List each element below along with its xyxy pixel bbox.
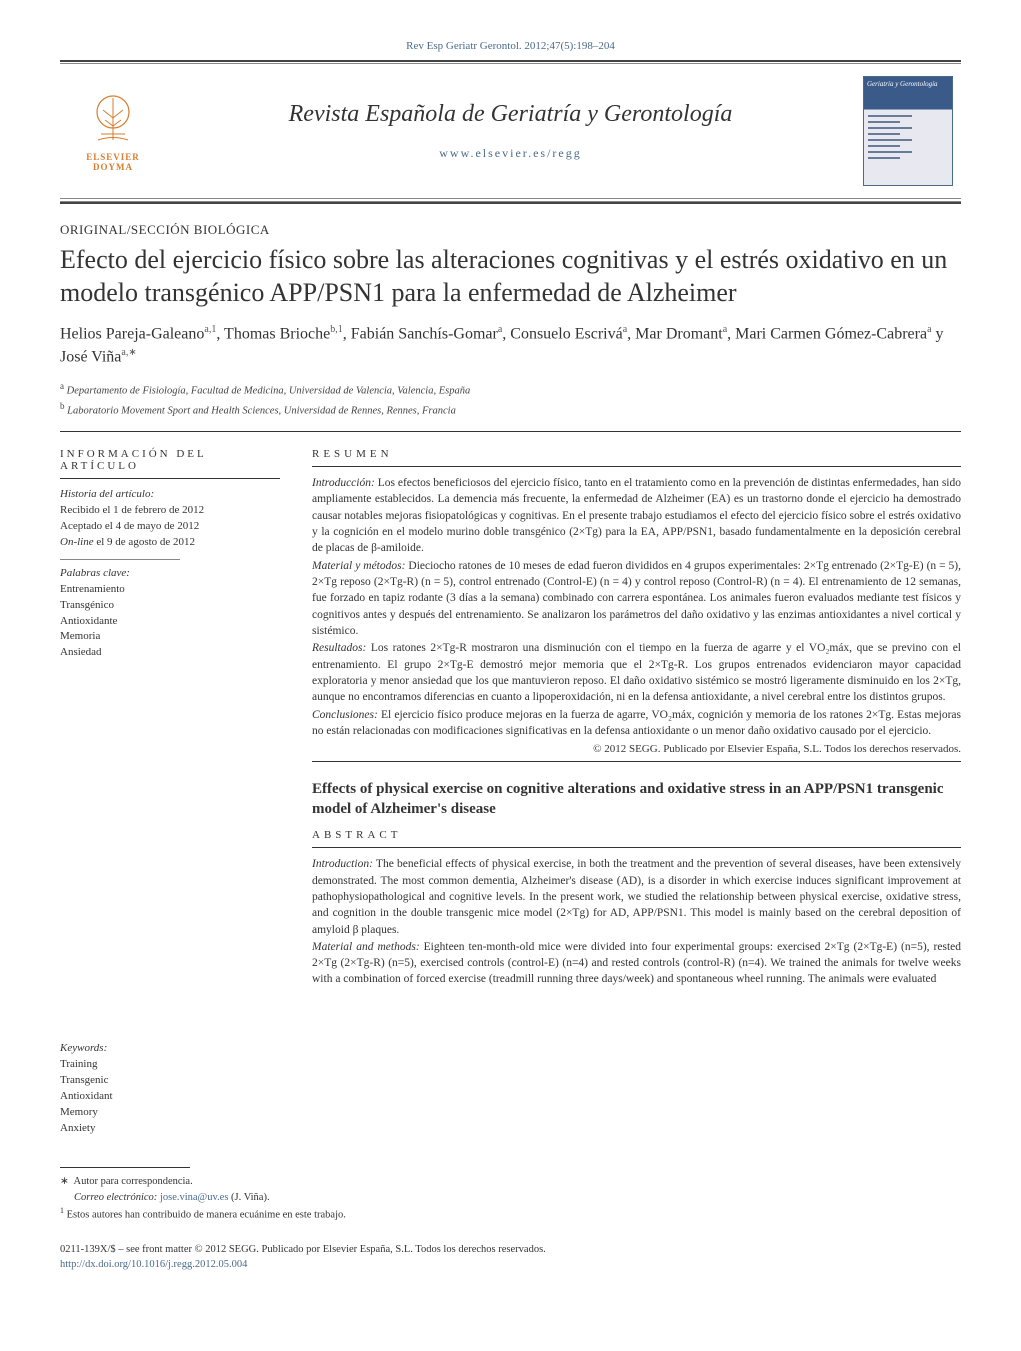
footnote-rule [60,1167,190,1168]
history-received: Recibido el 1 de febrero de 2012 [60,503,280,519]
abstract-en-heading: abstract [312,829,961,841]
kw-en-item: Training [60,1057,280,1073]
header-citation: Rev Esp Geriatr Gerontol. 2012;47(5):198… [60,40,961,52]
email-name: (J. Viña). [231,1192,270,1203]
resumen-intro: Los efectos beneficiosos del ejercicio f… [312,477,961,554]
resumen-conclusions-label: Conclusiones: [312,709,378,721]
cover-thumbnail: Geriatría y Gerontología [863,76,953,186]
abstract-en-title: Effects of physical exercise on cognitiv… [312,780,961,819]
article-history: Historia del artículo: Recibido el 1 de … [60,487,280,551]
kw-es-item: Transgénico [60,598,280,614]
journal-title: Revista Española de Geriatría y Gerontol… [158,101,863,128]
kw-en-label: Keywords: [60,1041,280,1057]
resumen-heading: resumen [312,448,961,460]
resumen-methods-label: Material y métodos: [312,560,405,572]
abstract-en-rule [312,847,961,848]
footnote-email: Correo electrónico: jose.vina@uv.es (J. … [60,1190,961,1206]
footnotes: ∗ Autor para correspondencia. Correo ele… [60,1174,961,1224]
kw-en-item: Transgenic [60,1073,280,1089]
resumen-body: Introducción: Los efectos beneficiosos d… [312,475,961,739]
abs-en-intro: The beneficial effects of physical exerc… [312,858,961,935]
main-rule [60,431,961,432]
article-type: ORIGINAL/SECCIÓN BIOLÓGICA [60,222,961,238]
resumen-intro-label: Introducción: [312,477,375,489]
keywords-es: Palabras clave: EntrenamientoTransgénico… [60,566,280,662]
elsevier-tree-icon [83,90,143,150]
corresp-marker: ∗ [60,1176,69,1187]
kw-es-item: Ansiedad [60,645,280,661]
corresp-text: Autor para correspondencia. [73,1176,192,1187]
authors-line: Helios Pareja-Galeanoa,1, Thomas Brioche… [60,323,961,368]
kw-es-item: Entrenamiento [60,582,280,598]
resumen-copyright: © 2012 SEGG. Publicado por Elsevier Espa… [312,743,961,755]
left-column: información del artículo Historia del ar… [60,448,280,1137]
abs-en-methods-label: Material and methods: [312,941,420,953]
header-rule [60,201,961,204]
cover-thumb-title: Geriatría y Gerontología [864,77,952,91]
history-accepted: Aceptado el 4 de mayo de 2012 [60,519,280,535]
right-column: resumen Introducción: Los efectos benefi… [312,448,961,1137]
keywords-en: Keywords: TrainingTransgenicAntioxidantM… [60,1041,280,1137]
kw-es-item: Memoria [60,629,280,645]
kw-rule-1 [60,559,180,560]
abstract-en-body: Introduction: The beneficial effects of … [312,856,961,988]
email-label: Correo electrónico: [74,1192,157,1203]
article-title: Efecto del ejercicio físico sobre las al… [60,244,961,309]
history-online: On-line el 9 de agosto de 2012 [60,535,280,551]
doi-link[interactable]: http://dx.doi.org/10.1016/j.regg.2012.05… [60,1259,247,1270]
journal-header: ELSEVIER DOYMA Revista Española de Geria… [60,60,961,199]
resumen-rule [312,466,961,467]
equal-text: Estos autores han contribuido de manera … [67,1210,346,1221]
kw-en-item: Anxiety [60,1121,280,1137]
footer-copyright: 0211-139X/$ – see front matter © 2012 SE… [60,1242,961,1258]
info-rule [60,478,280,479]
resumen-conclusions: El ejercicio físico produce mejoras en l… [312,709,961,737]
resumen-methods: Dieciocho ratones de 10 meses de edad fu… [312,560,961,637]
journal-url[interactable]: www.elsevier.es/regg [158,146,863,161]
publisher-logo-text: ELSEVIER DOYMA [68,152,158,172]
footnote-corresp: ∗ Autor para correspondencia. [60,1174,961,1190]
abs-en-intro-label: Introduction: [312,858,373,870]
equal-marker: 1 [60,1206,64,1215]
history-label: Historia del artículo: [60,487,280,503]
kw-en-item: Memory [60,1105,280,1121]
corresp-email-link[interactable]: jose.vina@uv.es [160,1192,228,1203]
kw-es-item: Antioxidante [60,614,280,630]
resumen-results-label: Resultados: [312,642,366,654]
footnote-equal: 1 Estos autores han contribuido de maner… [60,1205,961,1223]
article-info-heading: información del artículo [60,448,280,472]
resumen-results: Los ratones 2×Tg-R mostraron una disminu… [312,642,961,703]
kw-en-item: Antioxidant [60,1089,280,1105]
kw-es-label: Palabras clave: [60,566,280,582]
resumen-bottom-rule [312,761,961,762]
affiliations: a Departamento de Fisiología, Facultad d… [60,380,961,419]
publisher-logo: ELSEVIER DOYMA [68,90,158,172]
footer-info: 0211-139X/$ – see front matter © 2012 SE… [60,1242,961,1274]
